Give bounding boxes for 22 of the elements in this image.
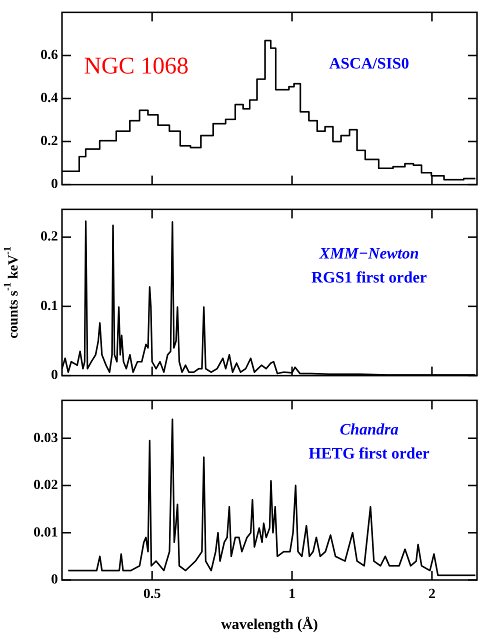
x-tick-label: 0.5 [143, 587, 161, 602]
y-tick-label: 0.4 [40, 91, 58, 106]
y-tick-label: 0.2 [40, 230, 58, 245]
y-tick-label: 0.6 [40, 48, 58, 64]
y-tick-label: 0 [51, 177, 58, 192]
y-tick-label: 0.2 [40, 134, 58, 150]
annotation: RGS1 first order [311, 270, 427, 287]
y-tick-label: 0.02 [34, 478, 58, 494]
annotation: HETG first order [308, 446, 430, 463]
annotation: Chandra [340, 422, 398, 439]
y-tick-label: 0.01 [34, 525, 58, 540]
y-tick-label: 0 [51, 368, 58, 384]
y-axis-title: counts s-1 keV-1 [2, 246, 22, 339]
annotation: NGC 1068 [84, 54, 189, 80]
x-axis-title: wavelength (Å) [220, 616, 318, 633]
annotation: XMM−Newton [318, 246, 419, 263]
y-tick-label: 0.1 [40, 298, 58, 314]
y-tick-label: 0 [51, 572, 58, 588]
y-tick-label: 0.03 [34, 430, 58, 446]
annotation: ASCA/SIS0 [329, 56, 410, 73]
x-tick-label: 1 [288, 587, 296, 602]
x-tick-label: 2 [428, 587, 436, 602]
